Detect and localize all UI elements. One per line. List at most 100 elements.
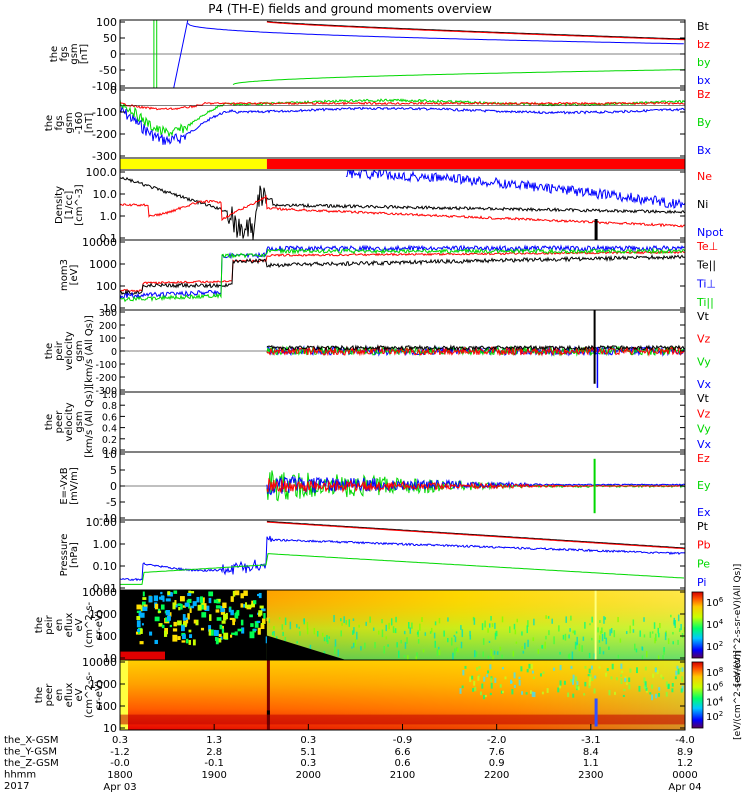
x-date-label: Apr 03 bbox=[103, 782, 136, 793]
y-axis-label: [nT] bbox=[84, 113, 95, 133]
y-tick-label: 0 bbox=[110, 48, 117, 61]
y-axis-label: peir bbox=[44, 614, 55, 634]
y-axis-label: -160 bbox=[74, 112, 85, 135]
x-tick-label: 1800 bbox=[107, 770, 132, 781]
y-tick-label: -100 bbox=[92, 106, 117, 119]
x-tick-label: 0.9 bbox=[489, 758, 505, 769]
y-tick-label: 1.0 bbox=[100, 210, 118, 223]
series-line bbox=[120, 250, 685, 293]
x-tick-label: 8.9 bbox=[677, 747, 693, 758]
y-axis-label: peir bbox=[54, 340, 65, 360]
x-tick-label: 5.1 bbox=[300, 747, 316, 758]
x-row-label: the_Z-GSM bbox=[4, 758, 59, 769]
y-tick-label: -300 bbox=[92, 150, 117, 163]
legend-entry: Te⊥ bbox=[696, 240, 718, 253]
series-line bbox=[173, 20, 189, 88]
y-tick-label: 50 bbox=[103, 32, 117, 45]
panel-frame bbox=[119, 391, 686, 453]
y-tick-label: 10 bbox=[103, 448, 117, 461]
y-axis-label: E=-VxB bbox=[59, 467, 70, 504]
y-tick-label: 10 bbox=[103, 652, 117, 665]
y-tick-label: -200 bbox=[95, 373, 117, 384]
series-line bbox=[266, 521, 685, 550]
legend-entry: Bx bbox=[697, 144, 712, 157]
series-line bbox=[266, 520, 685, 549]
y-axis-label: gsm bbox=[64, 112, 75, 133]
y-tick-label: 0.10 bbox=[93, 560, 118, 573]
y-tick-label: 100 bbox=[96, 16, 117, 29]
x-tick-label: 0.3 bbox=[112, 735, 128, 746]
x-tick-label: -0.0 bbox=[110, 758, 130, 769]
series-line bbox=[187, 23, 684, 45]
series-line bbox=[120, 254, 685, 296]
y-tick-label: 100.0 bbox=[86, 166, 118, 179]
panel-7: 1.00.80.60.40.20.0 the peer velocity gsm [km/… bbox=[44, 386, 712, 458]
y-axis-label: [eV] bbox=[69, 265, 80, 286]
series-line bbox=[120, 553, 685, 585]
colorbar-tick-label: 104 bbox=[706, 618, 724, 631]
legend-entry: Ex bbox=[697, 506, 711, 519]
y-tick-label: 1.0 bbox=[102, 390, 117, 401]
legend-entry: Ne bbox=[697, 170, 712, 183]
y-axis-label: [cm^-3] bbox=[74, 184, 85, 225]
series-line bbox=[120, 194, 685, 228]
x-tick-label: 6.6 bbox=[395, 747, 411, 758]
y-tick-label: 100 bbox=[99, 334, 117, 345]
y-tick-label: -10 bbox=[99, 512, 117, 525]
panel-11: 10000 1000 100 10 the peer en eflux eV (cm^2-s-sr… bbox=[34, 650, 743, 740]
y-tick-label: -50 bbox=[99, 64, 117, 77]
chart-title: P4 (TH-E) fields and ground moments over… bbox=[208, 2, 492, 16]
y-axis-label: [nT] bbox=[79, 44, 90, 64]
legend-entry: Vx bbox=[697, 378, 712, 391]
y-tick-label: -5 bbox=[106, 496, 117, 509]
x-tick-label: 1900 bbox=[201, 770, 226, 781]
series-line bbox=[120, 247, 685, 303]
y-tick-label: 0.1 bbox=[100, 232, 118, 245]
y-tick-label: 0.4 bbox=[102, 424, 117, 435]
legend-entry: Pe bbox=[697, 557, 710, 570]
y-axis-label: eV bbox=[74, 688, 85, 701]
x-tick-label: 1.1 bbox=[583, 758, 599, 769]
x-tick-label: -0.1 bbox=[204, 758, 224, 769]
legend-entry: Vy bbox=[697, 423, 711, 436]
x-tick-label: -1.2 bbox=[110, 747, 130, 758]
y-tick-label: 10.00 bbox=[86, 516, 118, 529]
y-tick-label: 0.2 bbox=[102, 435, 117, 446]
y-axis-label: the bbox=[44, 414, 55, 430]
y-axis-label: sr-eV) bbox=[94, 680, 105, 709]
y-axis-label: gsm bbox=[69, 43, 80, 64]
legend-entry: bx bbox=[697, 74, 711, 87]
series-line bbox=[120, 244, 685, 300]
x-row-label: 2017 bbox=[4, 781, 29, 792]
x-tick-label: 2100 bbox=[390, 770, 415, 781]
y-axis-label: Pressure bbox=[59, 534, 70, 577]
y-tick-label: 200 bbox=[99, 321, 117, 332]
series-line bbox=[120, 105, 685, 145]
colorbar-label: [eV/(cm^2-s-sr-eV)] bbox=[733, 650, 743, 740]
y-axis-label: velocity bbox=[64, 402, 75, 441]
x-tick-label: 7.6 bbox=[489, 747, 505, 758]
colorbar bbox=[691, 661, 704, 729]
legend-entry: Bt bbox=[697, 20, 710, 33]
status-bar-segment bbox=[120, 159, 267, 169]
panel-9: 10.00 1.00 0.10 0.01 Pressure [nPa] Pt Pb Pe Pi bbox=[59, 516, 711, 595]
y-tick-label: 100 bbox=[96, 280, 117, 293]
series-line bbox=[266, 343, 685, 352]
y-axis-label: the bbox=[34, 617, 45, 633]
y-tick-label: 0 bbox=[110, 84, 117, 97]
panel-1: 100 50 0 -50 -100 the fgs gsm [nT] Bt bz by bx bbox=[49, 16, 711, 93]
y-axis-label: eflux bbox=[64, 613, 75, 638]
x-tick-label: 0000 bbox=[672, 770, 697, 781]
y-tick-label: 1000 bbox=[89, 608, 117, 621]
legend-entry: Pt bbox=[697, 520, 709, 533]
y-tick-label: 0.8 bbox=[102, 401, 117, 412]
y-axis-label: gsm bbox=[74, 340, 85, 361]
x-tick-label: -3.1 bbox=[581, 735, 601, 746]
legend-entry: by bbox=[697, 56, 711, 69]
colorbar-tick-label: 106 bbox=[706, 596, 724, 609]
legend-entry: Bz bbox=[697, 88, 711, 101]
series-line bbox=[120, 101, 685, 111]
colorbar-tick-label: 108 bbox=[706, 666, 723, 679]
legend-entry: Te|| bbox=[696, 259, 716, 272]
